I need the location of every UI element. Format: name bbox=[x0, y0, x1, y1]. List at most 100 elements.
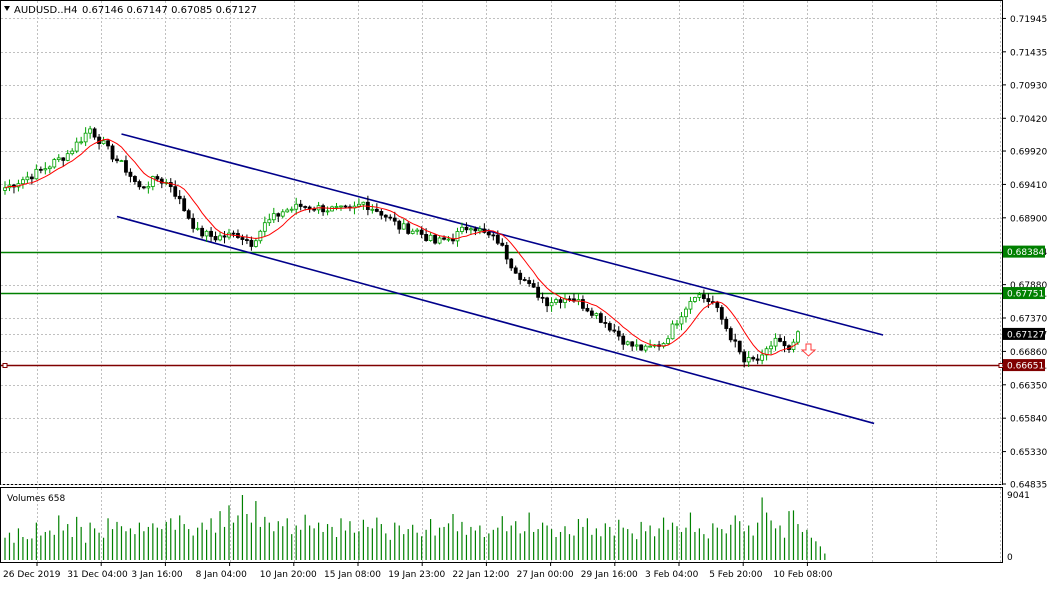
time-tick-label: 3 Feb 04:00 bbox=[645, 570, 699, 580]
candle bbox=[469, 226, 473, 236]
candle bbox=[410, 228, 415, 235]
candle bbox=[253, 237, 258, 248]
price-tick-label: 0.69410 bbox=[1010, 181, 1047, 191]
candle bbox=[415, 227, 420, 235]
candle bbox=[670, 320, 675, 340]
price-axis: 0.71945 0.71435 0.70930 0.70420 0.69920 0.694… bbox=[1002, 15, 1047, 563]
time-tick-label: 10 Feb 08:00 bbox=[773, 570, 832, 580]
price-tick-label: 0.71945 bbox=[1010, 15, 1047, 25]
time-tick-label: 29 Jan 16:00 bbox=[581, 570, 638, 580]
candle bbox=[634, 339, 639, 351]
candle bbox=[141, 185, 146, 190]
candle bbox=[204, 229, 209, 243]
candle bbox=[218, 231, 222, 242]
candle bbox=[531, 279, 536, 288]
channel-line[interactable] bbox=[116, 215, 875, 425]
candle bbox=[589, 307, 594, 319]
symbol-menu-arrow-icon[interactable] bbox=[4, 6, 10, 11]
candle bbox=[213, 231, 218, 243]
level-handle-icon[interactable] bbox=[2, 363, 8, 368]
candle bbox=[733, 333, 738, 348]
time-tick-label: 22 Jan 12:00 bbox=[452, 570, 509, 580]
candle bbox=[500, 238, 505, 247]
current-price-text: 0.67127 bbox=[1007, 330, 1044, 340]
candle bbox=[56, 154, 61, 163]
candle bbox=[693, 296, 697, 303]
candle bbox=[61, 157, 66, 167]
candle bbox=[513, 265, 518, 274]
candle bbox=[379, 208, 384, 220]
candle bbox=[715, 300, 720, 313]
time-tick-label: 27 Jan 00:00 bbox=[517, 570, 574, 580]
candle bbox=[137, 179, 142, 190]
candle bbox=[401, 218, 406, 230]
candle bbox=[88, 125, 93, 139]
candle bbox=[128, 168, 133, 183]
symbol-label: AUDUSD..H4 bbox=[14, 5, 77, 16]
candle bbox=[312, 206, 317, 212]
price-tick-label: 0.71435 bbox=[1010, 48, 1047, 58]
level-price-badge bbox=[1003, 287, 1045, 300]
candle bbox=[267, 213, 272, 227]
candle bbox=[294, 197, 299, 215]
candle bbox=[428, 232, 433, 242]
candle bbox=[343, 204, 348, 209]
candle bbox=[760, 349, 765, 365]
candle bbox=[549, 297, 554, 312]
candle bbox=[383, 214, 388, 222]
candle bbox=[518, 269, 523, 285]
main-panel[interactable] bbox=[0, 0, 1003, 485]
candle bbox=[110, 143, 115, 163]
price-tick-label: 0.70420 bbox=[1010, 115, 1047, 125]
time-tick-label: 19 Jan 23:00 bbox=[388, 570, 445, 580]
candle bbox=[446, 235, 451, 242]
candle bbox=[133, 175, 137, 185]
level-price-text: 0.67751 bbox=[1007, 290, 1044, 300]
candle bbox=[598, 311, 603, 324]
candle bbox=[625, 340, 630, 346]
candle bbox=[491, 232, 496, 241]
candle bbox=[460, 222, 464, 235]
candle bbox=[182, 195, 187, 212]
candle bbox=[437, 235, 442, 245]
volume-panel[interactable] bbox=[0, 487, 1003, 563]
level-price-text: 0.68384 bbox=[1007, 248, 1044, 258]
candle bbox=[433, 233, 437, 245]
horizontal-levels[interactable] bbox=[1, 251, 1004, 368]
candle bbox=[177, 190, 182, 205]
candle bbox=[455, 227, 460, 247]
candle bbox=[52, 157, 57, 169]
candle bbox=[648, 339, 653, 348]
candle bbox=[639, 344, 644, 351]
candle bbox=[769, 340, 773, 355]
sell-arrow-icon bbox=[800, 343, 817, 357]
candle bbox=[728, 326, 733, 343]
candle bbox=[191, 213, 196, 233]
candle bbox=[594, 312, 599, 320]
candle bbox=[581, 295, 585, 312]
time-tick-label: 26 Dec 2019 bbox=[3, 570, 61, 580]
candle bbox=[701, 289, 706, 303]
candle bbox=[245, 234, 249, 245]
current-price-badge bbox=[1003, 327, 1045, 340]
candle bbox=[522, 276, 527, 282]
candle bbox=[168, 178, 173, 193]
candle bbox=[527, 276, 532, 287]
candle bbox=[724, 316, 729, 332]
candle bbox=[585, 303, 590, 313]
candle bbox=[186, 208, 191, 220]
candle bbox=[262, 216, 267, 237]
candle bbox=[43, 162, 48, 175]
candle bbox=[106, 139, 110, 150]
candle bbox=[536, 281, 541, 301]
candle bbox=[397, 219, 402, 234]
candle bbox=[289, 206, 294, 213]
candle bbox=[737, 340, 742, 355]
level-price-badge bbox=[1003, 359, 1045, 372]
candle bbox=[173, 180, 178, 200]
candle bbox=[200, 225, 205, 239]
candle bbox=[101, 136, 106, 145]
candle bbox=[545, 296, 549, 313]
